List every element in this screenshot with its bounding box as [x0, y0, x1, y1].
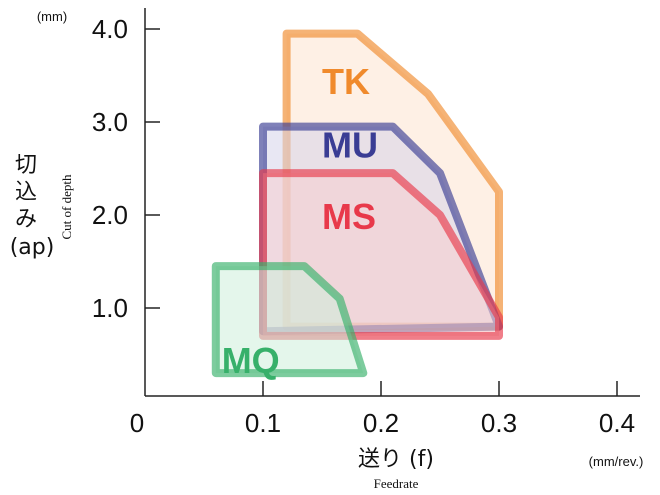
y-tick-label: 1.0: [92, 293, 128, 323]
x-axis-label: 送り (f): [358, 447, 434, 472]
region-label-mq: MQ: [222, 340, 280, 381]
region-label-mu: MU: [322, 124, 378, 165]
x-tick-label: 0.2: [363, 408, 399, 438]
y-unit-label: (mm): [37, 9, 67, 24]
y-axis-label: 切 込 み (ap) Cut of depth: [10, 153, 74, 260]
y-label-english: Cut of depth: [59, 174, 74, 239]
x-tick-label: 0.1: [245, 408, 281, 438]
region-labels-layer: TK MU MS MQ: [222, 61, 378, 381]
region-label-tk: TK: [322, 61, 370, 102]
x-unit-label: (mm/rev.): [589, 454, 644, 469]
regions-layer: [211, 29, 503, 378]
y-label-char-4: (ap): [10, 235, 55, 260]
x-tick-label: 0: [130, 408, 144, 438]
region-label-ms: MS: [322, 196, 376, 237]
y-tick-label: 3.0: [92, 107, 128, 137]
y-label-char-2: 込: [15, 180, 37, 205]
y-tick-label: 2.0: [92, 200, 128, 230]
x-tick-label: 0.4: [599, 408, 635, 438]
x-axis-label-english: Feedrate: [374, 476, 419, 491]
x-tick-label: 0.3: [481, 408, 517, 438]
y-label-char-3: み: [15, 207, 37, 232]
y-tick-label: 4.0: [92, 14, 128, 44]
y-label-char-1: 切: [15, 153, 37, 178]
ticks-layer: 0 0.1 0.2 0.3 0.4 1.0 2.0 3.0 4.0: [92, 14, 635, 438]
region-mq: [211, 262, 368, 378]
